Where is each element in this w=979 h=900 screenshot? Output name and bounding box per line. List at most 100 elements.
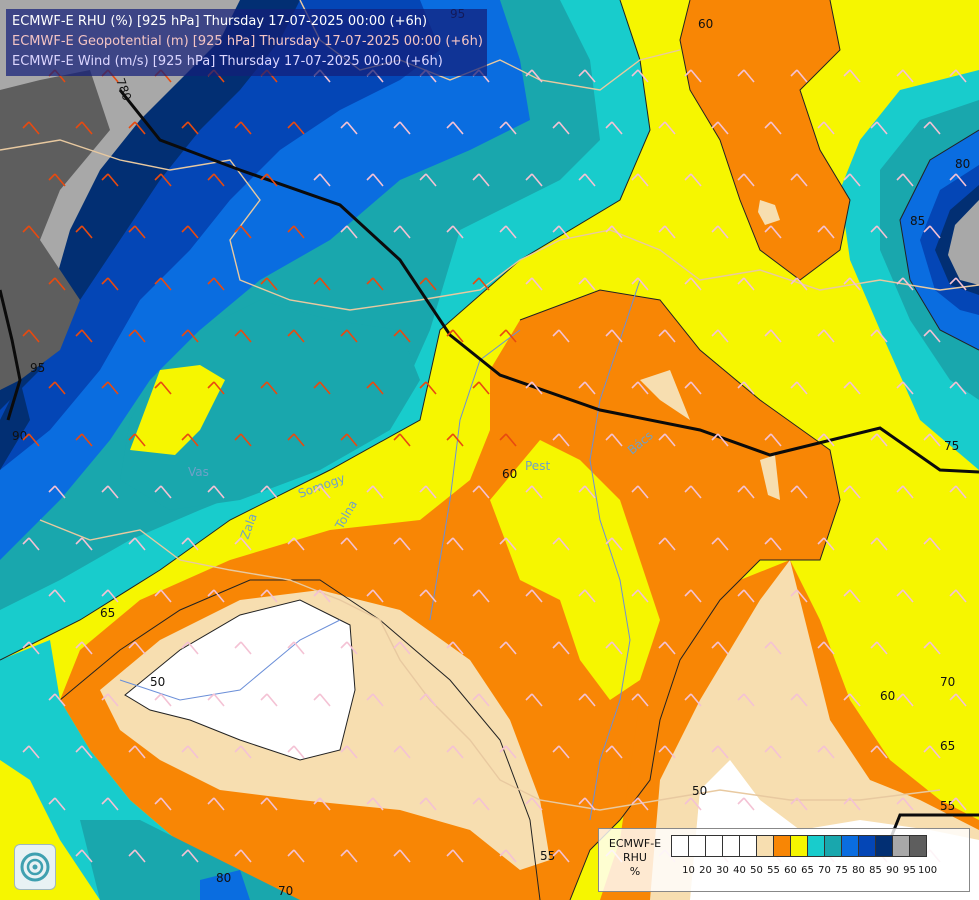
wind-barb bbox=[260, 277, 278, 291]
wind-barb bbox=[101, 381, 119, 395]
wind-barb bbox=[605, 537, 623, 551]
wind-barb bbox=[684, 693, 702, 707]
legend-tick: 55 bbox=[767, 865, 780, 876]
wind-barb bbox=[817, 121, 835, 135]
wind-barb bbox=[578, 173, 596, 187]
rhu-70-southwest bbox=[0, 640, 300, 900]
wind-barb bbox=[22, 121, 40, 135]
rhu-95-east bbox=[948, 200, 979, 285]
rhu-50-south bbox=[125, 600, 355, 760]
wind-barb bbox=[287, 329, 305, 343]
legend-swatch bbox=[909, 835, 927, 857]
contour-label: 60 bbox=[502, 467, 517, 481]
wind-barb bbox=[313, 173, 331, 187]
wind-barb bbox=[843, 485, 861, 499]
contour-label: 75 bbox=[944, 439, 959, 453]
rhu-title: ECMWF-E RHU (%) [925 hPa] Thursday 17-07… bbox=[12, 14, 428, 29]
wind-barb bbox=[790, 277, 808, 291]
wind-barb bbox=[154, 277, 172, 291]
wind-barb bbox=[234, 433, 252, 447]
rhu-65-tongue bbox=[490, 440, 660, 700]
wind-barb bbox=[128, 433, 146, 447]
wind-barb bbox=[207, 693, 225, 707]
wind-barb bbox=[419, 693, 437, 707]
wind-barb bbox=[340, 433, 358, 447]
wind-barb bbox=[552, 537, 570, 551]
wind-barb bbox=[154, 693, 172, 707]
wind-barb bbox=[393, 121, 411, 135]
rhu-90-strip bbox=[0, 380, 30, 470]
wind-barb bbox=[525, 797, 543, 811]
wind-barb bbox=[658, 745, 676, 759]
wind-barb bbox=[923, 121, 941, 135]
wind-barb bbox=[366, 589, 384, 603]
wind-barb bbox=[393, 849, 411, 863]
wind-barb bbox=[22, 329, 40, 343]
color-legend: ECMWF-E RHU % 10 20 30 40 50 55 60 65 70 75 80 85 90… bbox=[598, 828, 970, 892]
wind-barb bbox=[499, 225, 517, 239]
legend-swatch bbox=[875, 835, 893, 857]
wind-barb bbox=[817, 329, 835, 343]
wind-barb bbox=[631, 485, 649, 499]
legend-tick: 75 bbox=[835, 865, 848, 876]
wind-barb bbox=[552, 849, 570, 863]
rhu-55-central-spot bbox=[640, 370, 690, 420]
wind-barb bbox=[128, 121, 146, 135]
legend-tick: 90 bbox=[886, 865, 899, 876]
rhu-60-north bbox=[680, 0, 850, 280]
legend-tick: 20 bbox=[699, 865, 712, 876]
wind-barb bbox=[684, 485, 702, 499]
wind-barb bbox=[870, 537, 888, 551]
wind-barb bbox=[817, 745, 835, 759]
geopotential-contour bbox=[118, 89, 979, 474]
geopotential-title: ECMWF-E Geopotential (m) [925 hPa] Thurs… bbox=[12, 34, 483, 49]
wind-barb bbox=[578, 69, 596, 83]
wind-barb bbox=[658, 329, 676, 343]
wind-barb bbox=[684, 277, 702, 291]
wind-barb bbox=[234, 641, 252, 655]
wind-barb bbox=[843, 69, 861, 83]
wind-barb bbox=[737, 589, 755, 603]
wind-barb bbox=[313, 693, 331, 707]
wind-barb bbox=[949, 69, 967, 83]
wind-barb bbox=[446, 433, 464, 447]
place-label: Pest bbox=[525, 459, 550, 473]
contour-label: 55 bbox=[540, 849, 555, 863]
wind-barb bbox=[711, 121, 729, 135]
wind-barb bbox=[870, 225, 888, 239]
legend-tick: 70 bbox=[818, 865, 831, 876]
wind-barb bbox=[578, 485, 596, 499]
legend-tick: 10 bbox=[682, 865, 695, 876]
wind-barb bbox=[75, 121, 93, 135]
wind-barb bbox=[287, 745, 305, 759]
wind-barb bbox=[446, 225, 464, 239]
wind-barb bbox=[22, 433, 40, 447]
wind-barb bbox=[340, 641, 358, 655]
wind-barb bbox=[658, 537, 676, 551]
wind-barb bbox=[366, 381, 384, 395]
wind-barb bbox=[790, 69, 808, 83]
wind-barb bbox=[843, 381, 861, 395]
wind-barb bbox=[843, 797, 861, 811]
wind-barb bbox=[684, 797, 702, 811]
wind-barb bbox=[446, 849, 464, 863]
wind-barb bbox=[711, 433, 729, 447]
wind-barb bbox=[737, 173, 755, 187]
wind-barb bbox=[896, 381, 914, 395]
wind-barb bbox=[790, 381, 808, 395]
contour-label: 90 bbox=[12, 429, 27, 443]
contour-label: 65 bbox=[940, 739, 955, 753]
legend-swatch bbox=[824, 835, 842, 857]
wind-barb bbox=[499, 745, 517, 759]
wind-barb bbox=[711, 641, 729, 655]
wind-barb bbox=[22, 225, 40, 239]
wind-barb bbox=[817, 641, 835, 655]
wind-barb bbox=[75, 225, 93, 239]
wind-barb bbox=[101, 589, 119, 603]
wind-title: ECMWF-E Wind (m/s) [925 hPa] Thursday 17… bbox=[12, 54, 443, 69]
rhu-75-southwest bbox=[80, 820, 300, 900]
wind-barb bbox=[472, 693, 490, 707]
wind-barb bbox=[128, 537, 146, 551]
wind-barb bbox=[128, 849, 146, 863]
legend-swatch bbox=[739, 835, 757, 857]
